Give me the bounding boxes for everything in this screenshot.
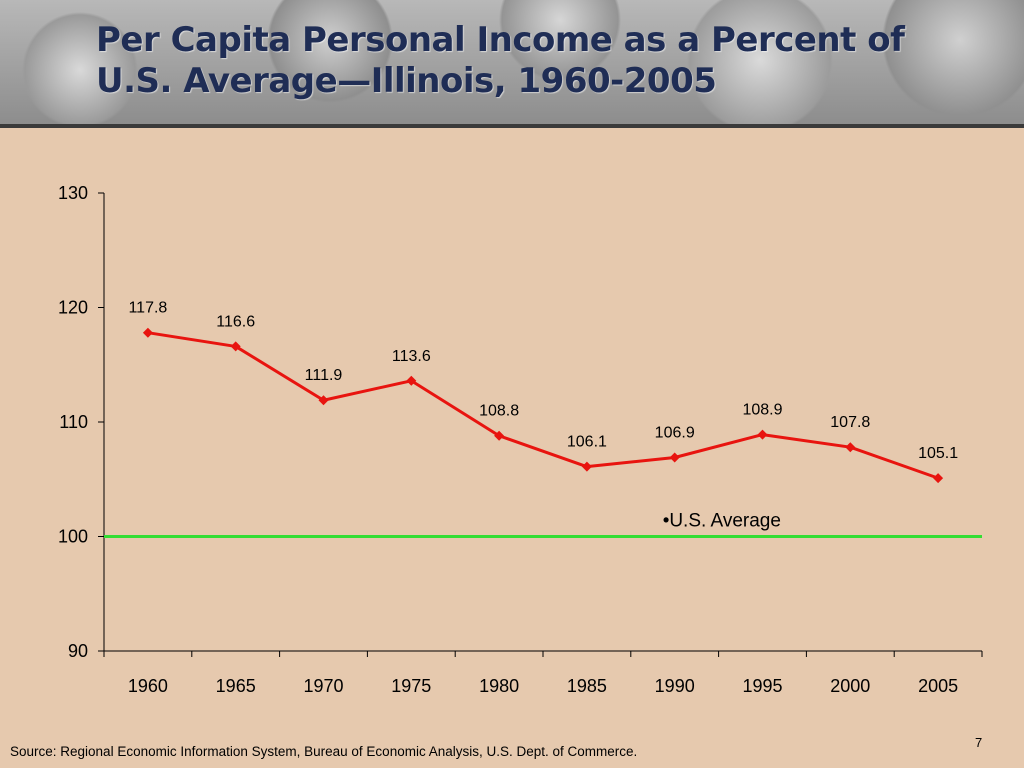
data-label: 105.1 xyxy=(918,445,958,462)
data-point-marker xyxy=(757,429,768,440)
slide-title: Per Capita Personal Income as a Percent … xyxy=(96,20,905,101)
data-point-marker xyxy=(669,452,680,463)
data-point-marker xyxy=(230,341,241,352)
x-tick-label: 1990 xyxy=(655,676,695,696)
page-number: 7 xyxy=(975,735,983,750)
data-point-marker xyxy=(845,442,856,453)
x-tick-label: 1985 xyxy=(567,676,607,696)
x-tick-label: 2005 xyxy=(918,676,958,696)
y-tick-label: 120 xyxy=(58,298,88,318)
data-point-marker xyxy=(581,461,592,472)
data-label: 113.6 xyxy=(392,348,431,365)
y-tick-label: 110 xyxy=(59,412,88,432)
data-label: 108.9 xyxy=(742,402,782,419)
x-tick-label: 1995 xyxy=(742,676,782,696)
data-label: 111.9 xyxy=(305,367,343,384)
data-label: 117.8 xyxy=(128,300,167,317)
source-note: Source: Regional Economic Information Sy… xyxy=(10,744,638,759)
data-point-marker xyxy=(318,395,329,406)
y-tick-label: 100 xyxy=(58,527,88,547)
data-point-marker xyxy=(406,375,417,386)
data-point-marker xyxy=(142,327,153,338)
x-tick-label: 1970 xyxy=(303,676,343,696)
y-tick-label: 90 xyxy=(68,641,88,661)
data-label: 107.8 xyxy=(830,414,870,431)
data-label: 106.9 xyxy=(655,424,695,441)
data-label: 106.1 xyxy=(567,434,607,451)
x-tick-label: 1980 xyxy=(479,676,519,696)
x-tick-label: 1965 xyxy=(216,676,256,696)
x-tick-label: 2000 xyxy=(830,676,870,696)
series-line xyxy=(147,331,939,480)
data-point-marker xyxy=(494,430,505,441)
data-label: 108.8 xyxy=(479,403,519,420)
y-tick-label: 130 xyxy=(58,183,88,203)
us-average-label: •U.S. Average xyxy=(663,511,781,532)
x-tick-label: 1975 xyxy=(391,676,431,696)
data-point-marker xyxy=(933,473,944,484)
x-tick-label: 1960 xyxy=(128,676,168,696)
header-banner: Per Capita Personal Income as a Percent … xyxy=(0,0,1024,128)
data-label: 116.6 xyxy=(216,313,255,330)
